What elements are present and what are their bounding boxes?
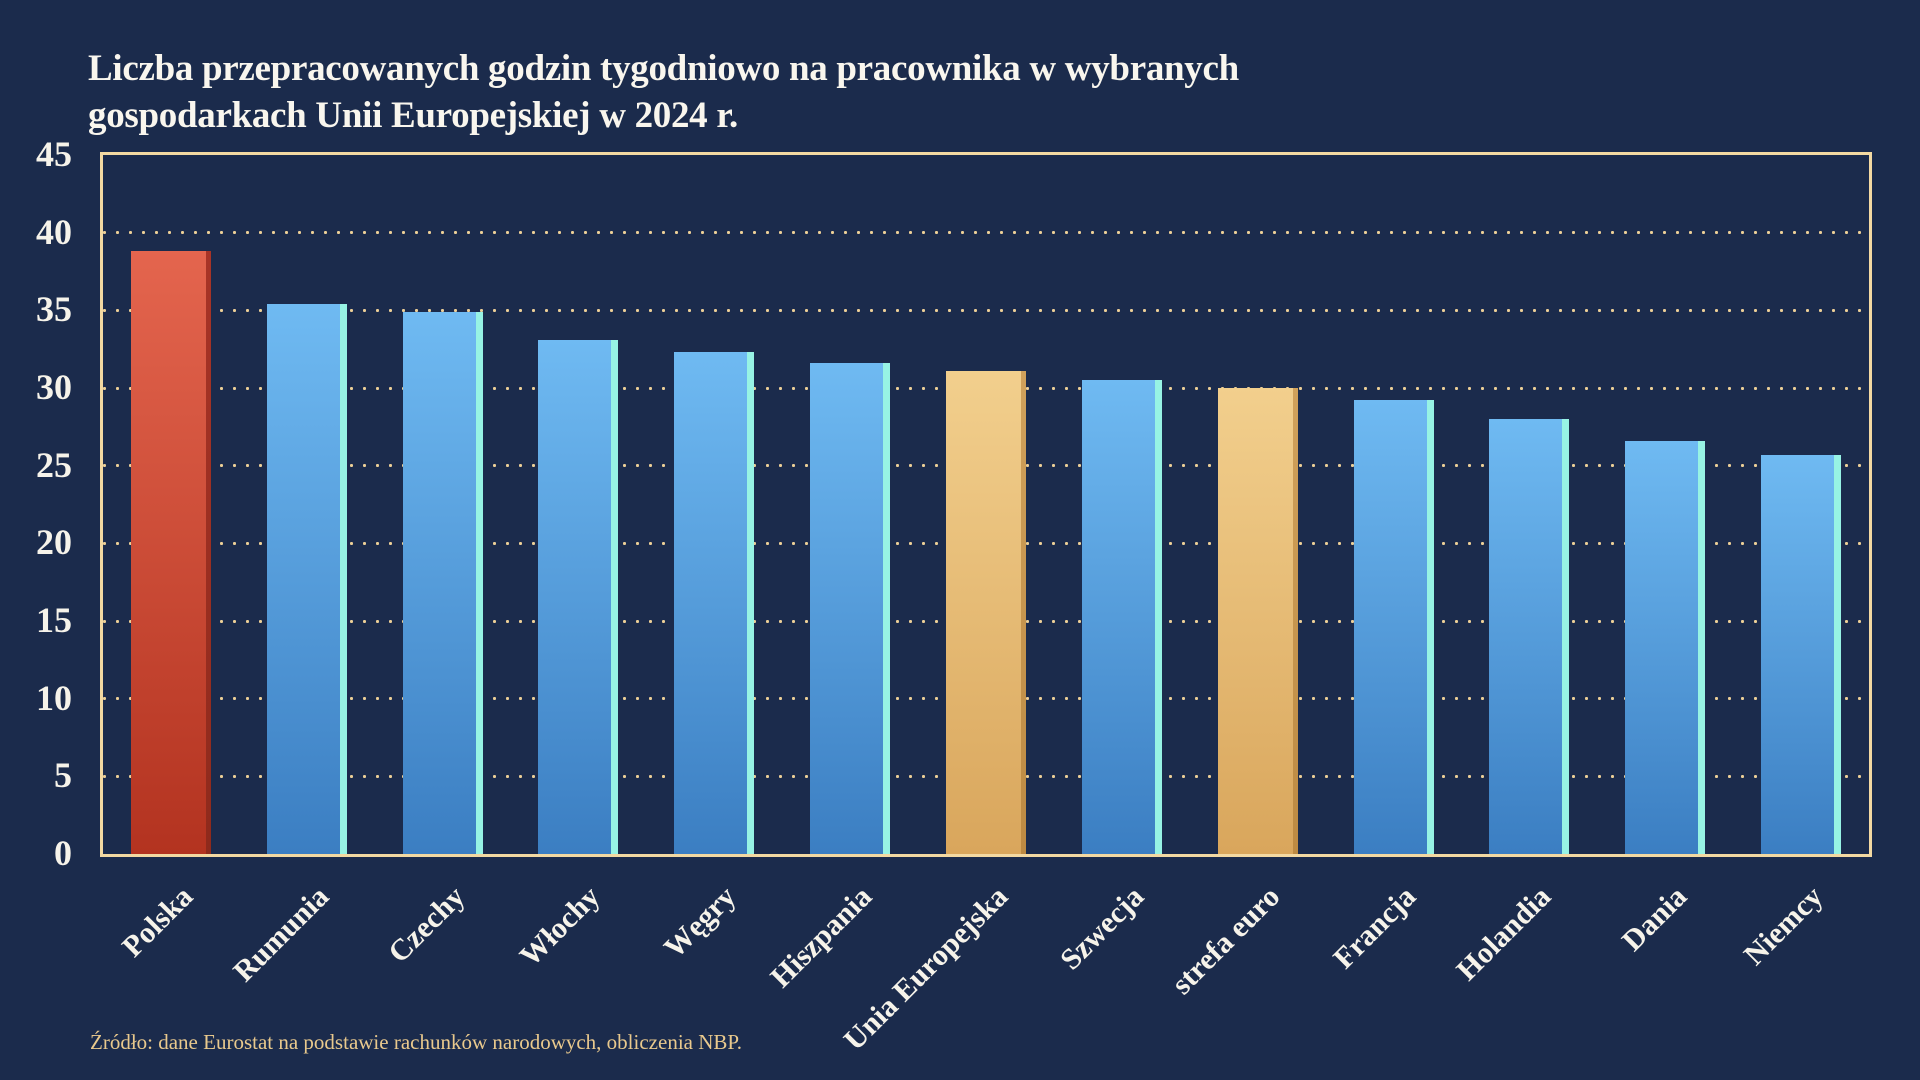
x-axis-label: Unia Europejska xyxy=(837,880,1015,1057)
x-axis-label: Hiszpania xyxy=(764,880,879,995)
x-axis-label: Holandia xyxy=(1450,880,1558,988)
bar-fill xyxy=(1625,440,1699,854)
bar-fill xyxy=(130,251,206,854)
x-axis-label: Polska xyxy=(115,880,200,964)
bar-fill xyxy=(1761,454,1835,854)
bar-fill xyxy=(946,370,1021,854)
bar-edge-highlight xyxy=(883,363,891,854)
gridline xyxy=(103,231,1869,235)
bar-dania xyxy=(1625,440,1706,854)
source-note: Źródło: dane Eurostat na podstawie rachu… xyxy=(90,1030,742,1054)
x-axis-label: Rumunia xyxy=(226,880,336,989)
bar-edge-highlight xyxy=(1021,370,1026,854)
bar-edge-highlight xyxy=(205,251,211,854)
bar-fill xyxy=(402,311,476,854)
bar-fill xyxy=(538,339,612,854)
bar-edge-highlight xyxy=(1834,454,1842,854)
bar-edge-highlight xyxy=(1698,440,1706,854)
y-tick-label: 45 xyxy=(36,134,72,175)
bar-polska xyxy=(130,251,211,854)
y-tick-label: 10 xyxy=(36,677,72,718)
bar-hiszpania xyxy=(810,363,891,854)
bar-unia-europejska xyxy=(946,370,1026,854)
bar-czechy xyxy=(402,311,483,854)
y-tick-label: 5 xyxy=(54,755,72,796)
bar-fill xyxy=(1489,419,1563,854)
x-axis-label: Francja xyxy=(1326,880,1422,976)
bar-fill xyxy=(1081,380,1155,854)
bar-fill xyxy=(674,352,748,854)
plot-area xyxy=(100,152,1872,857)
x-axis-label: Włochy xyxy=(513,880,607,973)
x-axis-label: Czechy xyxy=(381,880,471,970)
x-axis-label: Szwecja xyxy=(1053,880,1151,977)
bar-holandia xyxy=(1489,419,1570,854)
y-tick-label: 15 xyxy=(36,600,72,641)
bar-edge-highlight xyxy=(475,311,483,854)
x-axis-label: Węgry xyxy=(658,880,743,965)
bar-fill xyxy=(810,363,884,854)
bar-edge-highlight xyxy=(747,352,755,854)
gridline xyxy=(103,308,1869,312)
x-axis-label: Dania xyxy=(1615,880,1694,958)
bar-niemcy xyxy=(1761,454,1842,854)
bar-edge-highlight xyxy=(1154,380,1162,854)
y-tick-label: 0 xyxy=(54,833,72,874)
bar-rumunia xyxy=(266,304,347,854)
chart-title-line-1: Liczba przepracowanych godzin tygodniowo… xyxy=(88,47,1239,89)
bar-wegry xyxy=(674,352,755,854)
bar-fill xyxy=(266,304,340,854)
bar-edge-highlight xyxy=(1562,419,1570,854)
bar-edge-highlight xyxy=(1292,388,1298,854)
y-axis: 0 5 10 15 20 25 30 35 40 45 xyxy=(0,0,72,1080)
bar-strefa-euro xyxy=(1217,388,1298,854)
bar-francja xyxy=(1353,400,1434,854)
bar-fill xyxy=(1353,400,1427,854)
chart-title: Liczba przepracowanych godzin tygodniowo… xyxy=(88,45,1239,139)
y-tick-label: 30 xyxy=(36,367,72,408)
x-axis-label: strefa euro xyxy=(1165,880,1287,1001)
bar-szwecja xyxy=(1081,380,1162,854)
y-tick-label: 20 xyxy=(36,522,72,563)
y-tick-label: 35 xyxy=(36,289,72,330)
bar-edge-highlight xyxy=(339,304,347,854)
bar-edge-highlight xyxy=(611,339,619,854)
y-tick-label: 25 xyxy=(36,444,72,485)
bar-edge-highlight xyxy=(1426,400,1434,854)
bar-wlochy xyxy=(538,339,619,854)
x-axis-label: Niemcy xyxy=(1737,880,1830,972)
y-tick-label: 40 xyxy=(36,211,72,252)
bar-fill xyxy=(1217,388,1293,854)
chart-title-line-2: gospodarkach Unii Europejskiej w 2024 r. xyxy=(88,94,738,136)
